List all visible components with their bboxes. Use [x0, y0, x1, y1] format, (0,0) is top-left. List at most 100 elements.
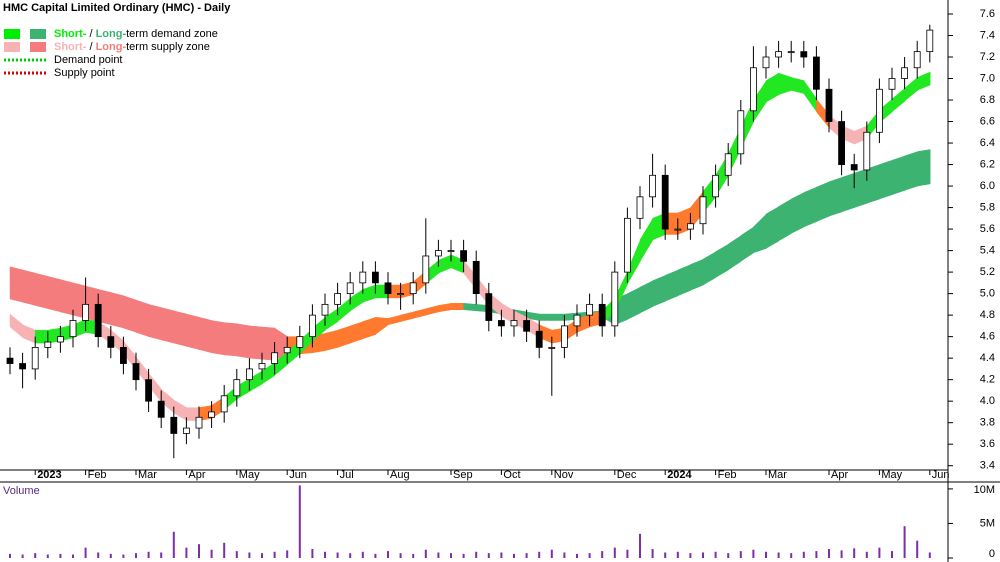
candle-body: [334, 293, 342, 305]
x-tick-label: Nov: [554, 469, 574, 481]
legend-swatch: [4, 42, 20, 52]
candle-body: [170, 416, 178, 434]
zone-segment: [249, 325, 263, 360]
candle-body: [598, 303, 606, 327]
candle-body: [775, 51, 782, 58]
candle-body: [233, 379, 241, 397]
chart-title: HMC Capital Limited Ordinary (HMC) - Dai…: [3, 2, 231, 14]
zone-segment: [450, 303, 465, 310]
candle-body: [434, 250, 442, 257]
candle-body: [195, 416, 203, 429]
zone-segment: [211, 320, 225, 356]
volume-bar: [261, 553, 263, 558]
y-tick-label: 4.8: [980, 309, 995, 321]
volume-bar: [286, 550, 289, 558]
zone-segment: [853, 168, 868, 208]
x-tick-label: Mar: [768, 469, 787, 481]
volume-bar: [550, 549, 553, 558]
volume-bar: [500, 552, 503, 558]
legend-label: Supply point: [54, 67, 115, 79]
volume-bar: [676, 551, 679, 558]
y-tick-label: 7.6: [980, 8, 995, 20]
y-tick-label: 7.2: [980, 51, 995, 63]
y-tick-label: 6.0: [980, 180, 995, 192]
legend-text: Short-: [54, 41, 87, 53]
candle-body: [6, 357, 14, 364]
y-tick-label: 4.4: [980, 352, 995, 364]
candle-body: [57, 336, 64, 343]
candle-body: [624, 217, 631, 273]
volume-bar: [122, 554, 125, 558]
candle-body: [838, 121, 845, 165]
volume-bar: [689, 553, 692, 558]
volume-bar: [815, 551, 818, 558]
zone-segment: [148, 304, 162, 341]
zone-segment: [324, 329, 339, 351]
volume-bar: [223, 542, 226, 558]
zone-segment: [34, 272, 49, 309]
y-tick-label: 6.6: [980, 115, 995, 127]
volume-bar: [840, 550, 843, 558]
zone-segment: [891, 155, 906, 196]
volume-bar: [802, 551, 805, 558]
legend-text: Long-: [96, 41, 127, 53]
volume-bar: [563, 552, 566, 558]
volume-bar: [437, 552, 440, 558]
x-tick-label: Apr: [831, 469, 848, 481]
zone-segment: [463, 303, 477, 312]
volume-bar: [714, 551, 717, 558]
y-tick-label: 5.4: [980, 245, 995, 257]
volume-bar: [777, 552, 780, 558]
volume-bar: [84, 547, 87, 558]
legend-text: Long-: [96, 28, 127, 40]
volume-bar: [235, 551, 238, 558]
y-tick-label: 4.0: [980, 395, 995, 407]
zone-segment: [223, 322, 238, 357]
x-tick-label: Dec: [617, 469, 637, 481]
zone-segment: [22, 269, 36, 306]
volume-bar: [752, 549, 755, 558]
volume-bar: [588, 553, 591, 558]
volume-bar: [651, 549, 654, 558]
candle-body: [120, 346, 127, 364]
zone-segment: [916, 149, 931, 187]
volume-bar: [273, 551, 276, 558]
x-tick-label: Aug: [390, 469, 410, 481]
zone-segment: [173, 310, 188, 347]
candle-body: [876, 88, 883, 133]
zone-segment: [690, 258, 704, 291]
legend-swatch: [30, 29, 46, 39]
x-tick-label: Sep: [453, 469, 473, 481]
candle-body: [472, 260, 480, 295]
y-tick-label: 4.2: [980, 374, 995, 386]
candle-body: [863, 131, 871, 171]
candle-body: [359, 271, 367, 284]
y-tick-label: 3.8: [980, 417, 995, 429]
candle-body: [724, 153, 732, 176]
volume-bar: [639, 533, 641, 558]
candle-body: [712, 174, 719, 198]
volume-bar: [374, 553, 377, 558]
zone-segment: [538, 313, 553, 321]
candle-body: [31, 346, 39, 370]
volume-bar: [109, 553, 112, 558]
y-tick-label: 4.6: [980, 331, 995, 343]
volume-bar: [538, 551, 541, 558]
y-tick-label: 7.0: [980, 72, 995, 84]
volume-bar: [72, 554, 74, 558]
candle-body: [220, 395, 228, 413]
candle-body: [208, 411, 216, 418]
volume-bar: [475, 551, 478, 558]
candle-body: [321, 303, 329, 316]
candle-body: [397, 293, 405, 296]
candle-body: [510, 320, 518, 327]
zone-segment: [652, 274, 666, 307]
volume-bar: [311, 549, 314, 558]
candle-body: [409, 282, 417, 295]
candle-body: [699, 196, 707, 225]
candle-body: [497, 320, 505, 327]
legend-label: Demand point: [54, 54, 123, 66]
zone-segment: [879, 159, 893, 200]
volume-bar: [462, 553, 465, 558]
volume-tick-label: 0: [989, 548, 995, 560]
